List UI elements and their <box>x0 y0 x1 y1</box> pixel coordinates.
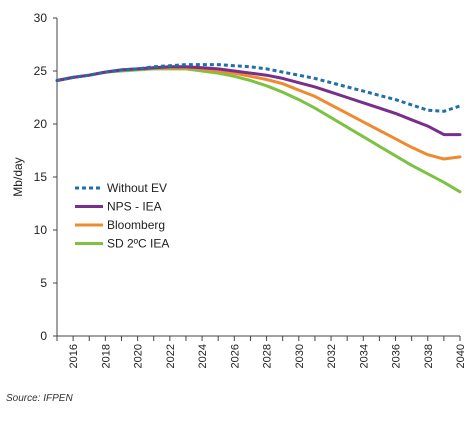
y-tick-label: 10 <box>34 223 48 237</box>
x-tick-label: 2032 <box>326 344 338 368</box>
y-axis-label: Mb/day <box>11 157 25 196</box>
x-tick-label: 2028 <box>262 344 274 368</box>
x-tick-label: 2034 <box>358 344 370 368</box>
x-tick-label: 2024 <box>197 344 209 368</box>
series-line-sd-2-c-iea <box>55 67 462 194</box>
x-tick-label: 2022 <box>165 344 177 368</box>
x-tick-label: 2036 <box>391 344 403 368</box>
x-tick-label: 2040 <box>455 344 467 368</box>
x-tick-label: 2016 <box>68 344 80 368</box>
y-tick-label: 0 <box>40 329 47 343</box>
x-tick-label: 2018 <box>100 344 112 368</box>
legend-label: NPS - IEA <box>107 200 162 214</box>
legend-label: SD 2ºC IEA <box>107 237 169 251</box>
y-tick-label: 15 <box>34 170 48 184</box>
series-line-nps-iea <box>55 65 462 137</box>
x-tick-label: 2038 <box>423 344 435 368</box>
y-tick-label: 20 <box>34 117 48 131</box>
legend-label: Bloomberg <box>107 218 165 232</box>
source-note: Source: IFPEN <box>6 393 73 404</box>
x-tick-label: 2030 <box>294 344 306 368</box>
x-tick-label: 2020 <box>133 344 145 368</box>
x-tick-label: 2026 <box>229 344 241 368</box>
y-tick-label: 5 <box>40 276 47 290</box>
y-tick-label: 25 <box>34 64 48 78</box>
y-tick-label: 30 <box>34 11 48 25</box>
legend-label: Without EV <box>107 181 167 195</box>
